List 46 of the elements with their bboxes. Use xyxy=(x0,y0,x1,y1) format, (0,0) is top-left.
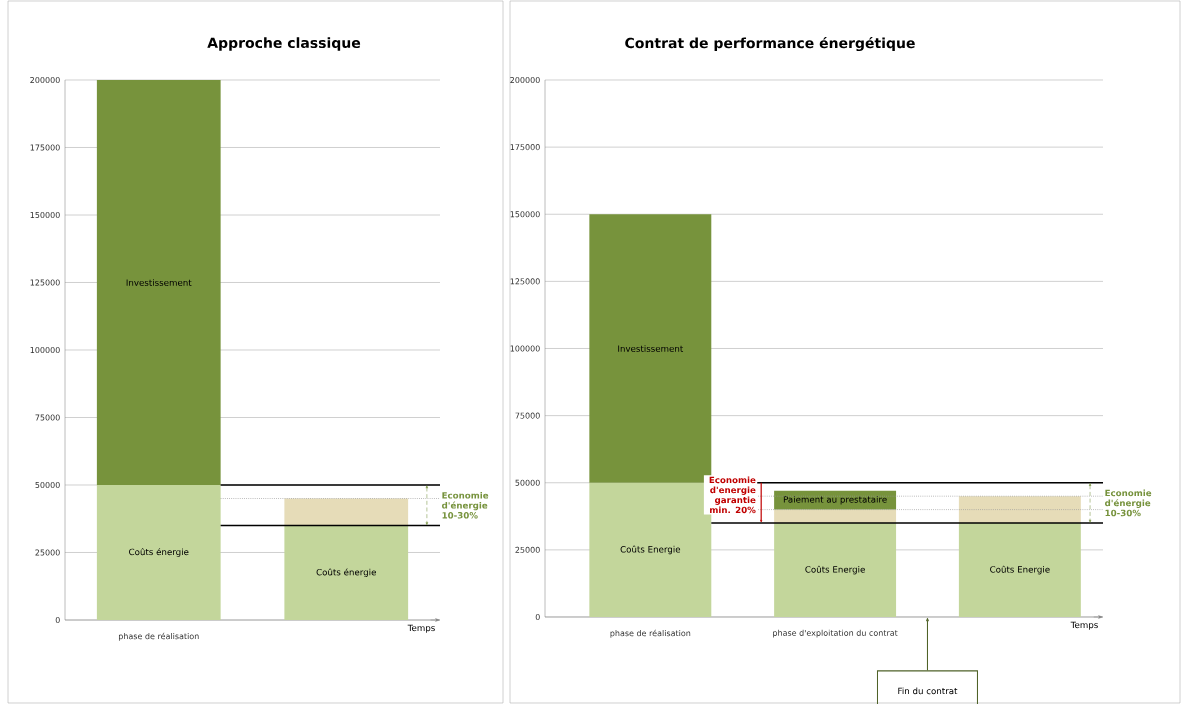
series-label: Paiement au prestataire xyxy=(783,496,887,505)
y-tick-label: 50000 xyxy=(515,479,540,486)
y-tick-label: 100000 xyxy=(510,345,540,352)
bar xyxy=(589,482,712,617)
y-tick-label: 150000 xyxy=(510,211,540,218)
y-tick-label: 25000 xyxy=(515,546,540,553)
text: Coûts Energie xyxy=(805,565,865,575)
y-tick-label: 175000 xyxy=(510,144,540,151)
series-label: Investissement xyxy=(618,345,684,352)
text: Economie d'énergie 10-30% xyxy=(1105,489,1152,517)
y-tick-label: 175000 xyxy=(30,144,60,151)
y-tick-label: 75000 xyxy=(35,414,60,421)
bar xyxy=(284,525,409,620)
chart-title: Approche classique xyxy=(207,37,361,51)
series-label: Investissement xyxy=(126,279,192,286)
series-label: Coûts énergie xyxy=(316,568,376,578)
bar xyxy=(96,80,221,485)
y-tick-label: 0 xyxy=(55,616,60,624)
x-axis-title: Temps xyxy=(407,624,435,633)
y-tick-label: 200000 xyxy=(510,76,540,84)
y-tick-label: 125000 xyxy=(510,278,540,285)
text: Coûts énergie xyxy=(129,548,189,557)
y-tick-label: 0 xyxy=(535,613,540,621)
bar xyxy=(774,523,897,617)
bar xyxy=(958,496,1081,524)
text: Coûts Energie xyxy=(620,545,681,555)
y-tick-label: 125000 xyxy=(30,279,60,286)
x-axis-title: Temps xyxy=(1070,621,1098,630)
y-tick-label: 25000 xyxy=(35,549,60,556)
y-tick-label: 200000 xyxy=(30,76,60,84)
y-tick-label: 75000 xyxy=(515,412,540,419)
y-tick-label: 50000 xyxy=(35,481,60,489)
chart-title: Contrat de performance énergétique xyxy=(625,36,915,52)
bar xyxy=(96,485,221,620)
text: Economie d'énergie 10-30% xyxy=(442,491,489,519)
x-tick-label: phase de réalisation xyxy=(118,632,199,641)
bar xyxy=(284,498,409,526)
series-label: Coûts Energie xyxy=(990,565,1050,575)
bar xyxy=(774,490,897,510)
annotation: Economie d'energie garantie min. 20% xyxy=(709,476,756,514)
bar xyxy=(958,523,1081,617)
x-tick-label: phase de réalisation xyxy=(610,629,691,638)
y-tick-label: 100000 xyxy=(30,346,60,354)
x-tick-label: phase d'exploitation du contrat xyxy=(773,629,898,638)
y-tick-label: 150000 xyxy=(30,211,60,219)
text: Fin du contrat xyxy=(898,687,958,695)
